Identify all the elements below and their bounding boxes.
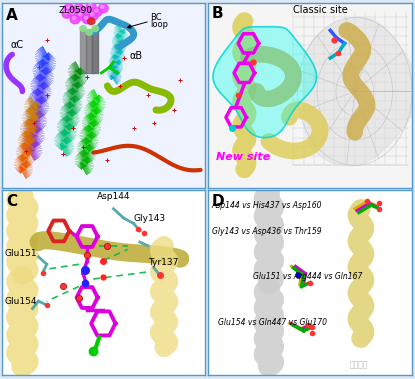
Circle shape xyxy=(90,13,94,16)
Circle shape xyxy=(70,15,80,24)
Text: Glu154 vs Gln447 vs Glu170: Glu154 vs Gln447 vs Glu170 xyxy=(218,318,327,327)
Text: Glu151: Glu151 xyxy=(4,249,37,258)
Polygon shape xyxy=(213,27,317,138)
Text: ZL0590: ZL0590 xyxy=(59,6,93,16)
Text: A: A xyxy=(6,8,18,23)
Text: Gly143 vs Asp436 vs Thr159: Gly143 vs Asp436 vs Thr159 xyxy=(212,227,321,236)
Text: αC: αC xyxy=(10,40,23,50)
Text: Glu151 vs Arg444 vs Gln167: Glu151 vs Arg444 vs Gln167 xyxy=(252,272,362,280)
Text: Glu154: Glu154 xyxy=(4,297,37,306)
Circle shape xyxy=(88,3,92,6)
Circle shape xyxy=(74,4,84,13)
Circle shape xyxy=(72,16,76,19)
Circle shape xyxy=(76,11,86,20)
Circle shape xyxy=(66,5,70,8)
Circle shape xyxy=(93,8,102,16)
Circle shape xyxy=(85,16,88,19)
Polygon shape xyxy=(303,17,415,166)
Circle shape xyxy=(88,11,98,20)
Text: Asp144 vs His437 vs Asp160: Asp144 vs His437 vs Asp160 xyxy=(212,201,322,210)
Circle shape xyxy=(86,2,96,11)
Text: D: D xyxy=(212,194,224,209)
Circle shape xyxy=(88,18,95,25)
Circle shape xyxy=(62,9,72,18)
Text: αB: αB xyxy=(129,51,143,61)
Text: Classic site: Classic site xyxy=(293,5,347,14)
Text: Gly143: Gly143 xyxy=(134,214,166,223)
Text: C: C xyxy=(6,194,17,209)
Circle shape xyxy=(86,29,93,35)
Circle shape xyxy=(78,13,82,16)
Circle shape xyxy=(64,4,74,13)
Circle shape xyxy=(80,8,90,16)
Text: Asp144: Asp144 xyxy=(97,192,131,201)
Text: 精准药物: 精准药物 xyxy=(350,360,368,370)
Circle shape xyxy=(92,26,98,31)
Text: BC: BC xyxy=(150,13,161,22)
Circle shape xyxy=(95,9,98,12)
Text: Tyr137: Tyr137 xyxy=(148,258,178,267)
Text: loop: loop xyxy=(150,20,168,29)
Circle shape xyxy=(68,9,78,18)
Circle shape xyxy=(80,26,86,31)
Circle shape xyxy=(70,11,73,14)
Circle shape xyxy=(98,4,108,13)
Circle shape xyxy=(101,5,104,8)
Circle shape xyxy=(83,9,86,12)
Circle shape xyxy=(82,15,92,24)
Text: B: B xyxy=(212,6,223,21)
Circle shape xyxy=(76,5,80,8)
Text: New site: New site xyxy=(216,152,270,162)
Circle shape xyxy=(64,11,68,14)
